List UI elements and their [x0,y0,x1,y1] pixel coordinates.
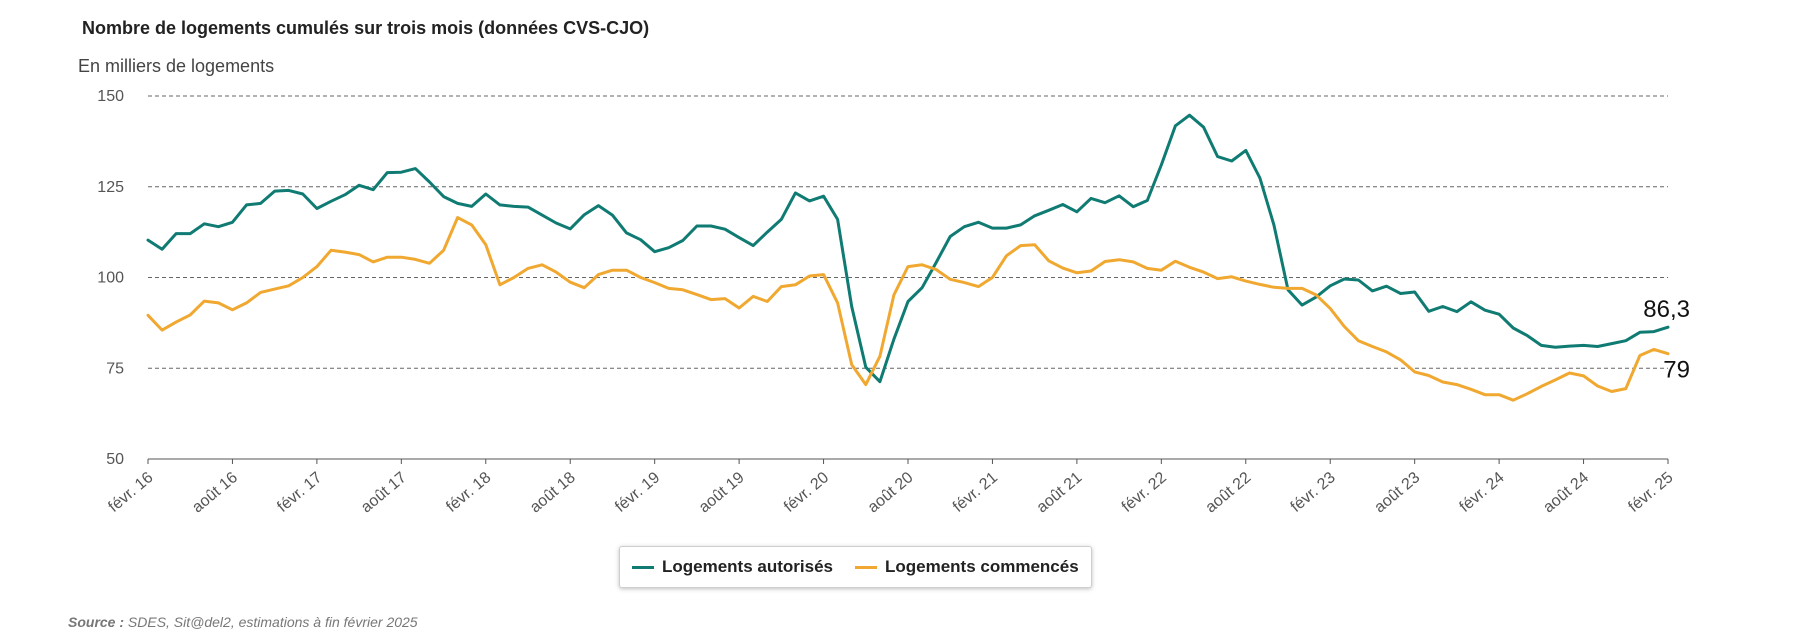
source-text: SDES, Sit@del2, estimations à fin févrie… [124,614,418,630]
y-axis-ticks: 150 125 100 75 50 [97,88,124,468]
x-tick-label: févr. 24 [1457,469,1508,516]
x-tick-label: févr. 23 [1288,469,1339,516]
x-tick-label: août 22 [1203,469,1255,516]
series-lines [146,113,1670,402]
x-tick-label: févr. 22 [1119,469,1170,516]
legend-item-autorises[interactable]: Logements autorisés [632,557,833,577]
y-tick-label-125: 125 [97,179,124,196]
x-tick-label: févr. 17 [274,469,325,516]
x-tick-label: févr. 16 [105,469,156,516]
end-label-commences: 79 [1663,357,1690,384]
x-tick-label: févr. 25 [1625,469,1676,516]
x-tick-label: août 20 [865,469,917,516]
legend-swatch-commences [855,565,877,569]
source-label: Source : [68,614,125,630]
gridlines [148,95,1668,460]
x-tick-label: août 21 [1034,469,1086,516]
legend-swatch-autorises [632,565,654,569]
chart-title: Nombre de logements cumulés sur trois mo… [82,18,650,38]
end-label-autorises: 86,3 [1643,296,1690,323]
x-tick-label: août 17 [358,469,410,516]
x-tick-label: févr. 21 [950,469,1001,516]
legend-label-autorises: Logements autorisés [662,557,833,576]
x-tick-label: août 19 [696,469,748,516]
y-tick-label-100: 100 [97,270,124,287]
end-labels: 86,3 79 [1643,296,1690,383]
x-tick-label: févr. 19 [612,469,663,516]
y-tick-label-50: 50 [106,451,124,468]
y-tick-label-150: 150 [97,88,124,105]
legend-item-commences[interactable]: Logements commencés [855,557,1079,577]
series-line-autorises [146,113,1670,384]
x-axis-ticks: févr. 16 août 16 févr. 17 août 17 févr. 18 ao… [105,459,1677,516]
x-tick-label: févr. 20 [781,469,832,516]
x-tick-label: août 18 [527,469,579,516]
source-note: Source : SDES, Sit@del2, estimations à f… [68,614,418,630]
x-tick-label: févr. 18 [443,469,494,516]
y-axis-unit-label: En milliers de logements [78,56,275,76]
x-tick-label: août 23 [1371,469,1423,516]
legend-label-commences: Logements commencés [885,557,1079,576]
x-tick-label: août 16 [189,469,241,516]
y-tick-label-75: 75 [106,360,124,377]
series-line-commences [146,216,1670,402]
x-tick-label: août 24 [1540,469,1592,516]
legend: Logements autorisés Logements commencés [619,546,1092,588]
